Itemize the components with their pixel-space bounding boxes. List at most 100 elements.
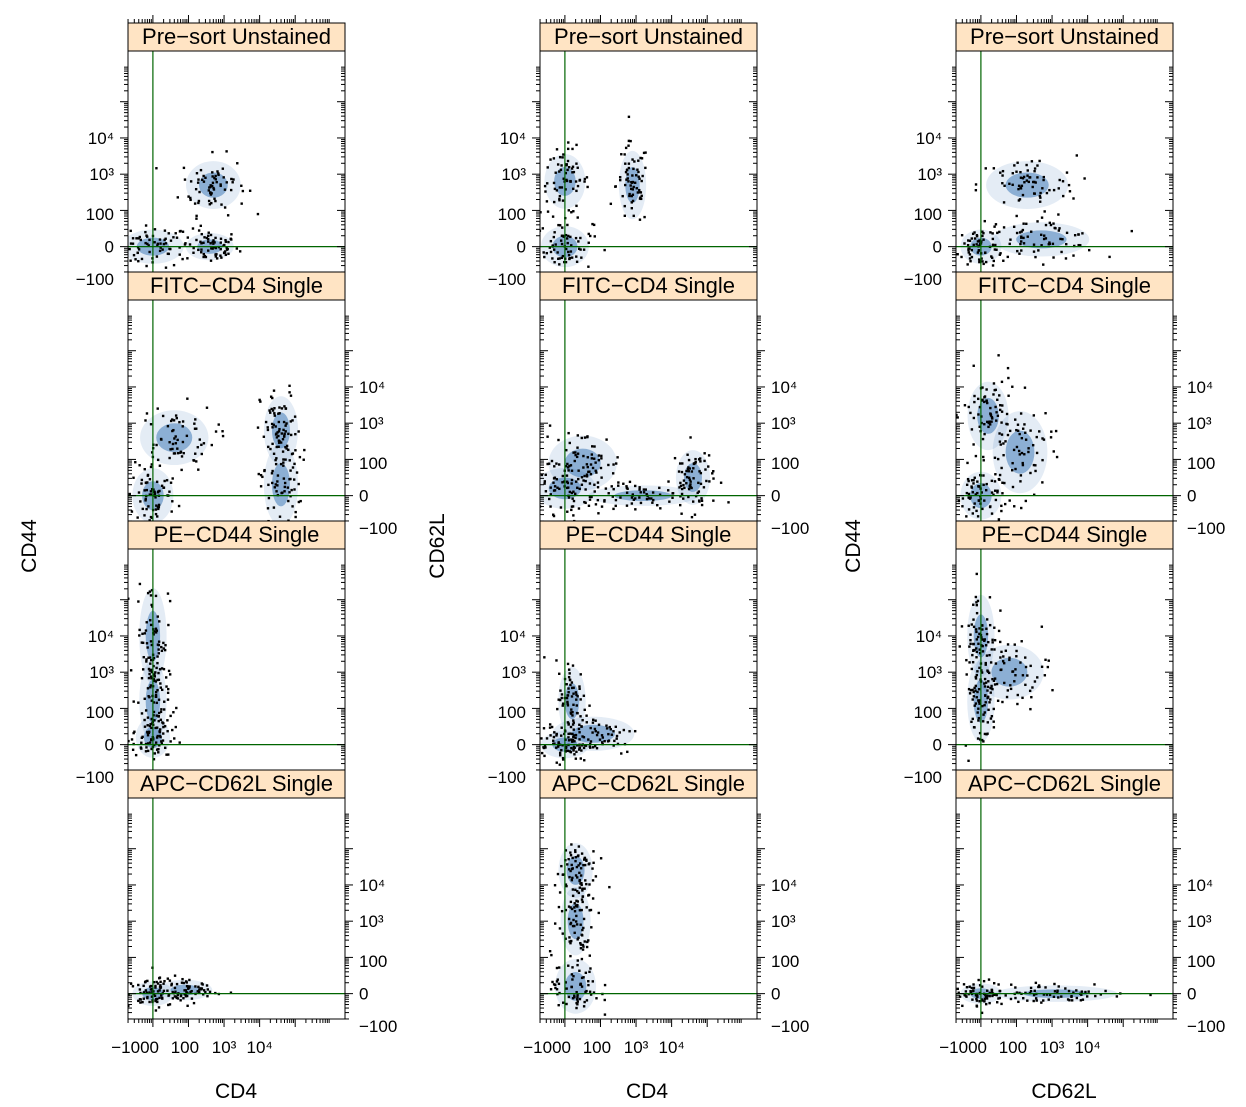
event-point xyxy=(555,746,558,749)
event-point xyxy=(992,382,996,385)
event-point xyxy=(1036,164,1039,167)
event-point xyxy=(172,236,175,239)
event-point xyxy=(1009,687,1013,691)
event-point xyxy=(990,684,993,688)
event-point xyxy=(976,635,980,639)
event-point xyxy=(188,243,192,246)
event-point xyxy=(1024,499,1028,503)
event-point xyxy=(688,478,692,481)
event-point xyxy=(977,700,981,704)
event-point xyxy=(555,148,559,151)
event-point xyxy=(576,166,579,169)
event-point xyxy=(972,649,975,653)
event-point xyxy=(996,414,1000,417)
event-point xyxy=(154,984,157,988)
event-point xyxy=(574,691,578,694)
event-point xyxy=(623,214,627,218)
event-point xyxy=(282,458,285,461)
event-point xyxy=(164,242,168,245)
event-point xyxy=(991,264,995,267)
event-point xyxy=(642,151,646,155)
event-point xyxy=(991,641,994,644)
event-point xyxy=(227,252,230,255)
event-point xyxy=(966,461,969,465)
event-point xyxy=(156,490,160,493)
event-point xyxy=(698,457,702,460)
event-point xyxy=(1042,178,1045,182)
event-point xyxy=(993,677,997,680)
event-point xyxy=(605,724,608,727)
event-point xyxy=(185,434,189,438)
event-point xyxy=(194,452,197,455)
event-point xyxy=(974,595,978,599)
event-point xyxy=(223,206,227,209)
event-point xyxy=(611,472,615,475)
event-point xyxy=(600,505,604,508)
event-point xyxy=(1008,656,1011,659)
event-point xyxy=(146,474,150,477)
event-point xyxy=(271,396,274,400)
event-point xyxy=(996,489,999,492)
event-point xyxy=(163,229,167,232)
event-point xyxy=(558,487,561,491)
event-point xyxy=(594,469,597,472)
event-point xyxy=(139,1001,142,1004)
event-point xyxy=(298,455,302,459)
event-point xyxy=(1087,990,1090,993)
event-point xyxy=(195,217,198,220)
event-point xyxy=(1033,192,1036,195)
event-point xyxy=(149,668,153,672)
event-point xyxy=(558,194,562,198)
event-point xyxy=(202,174,205,178)
event-point xyxy=(1060,250,1063,254)
event-point xyxy=(1042,263,1045,266)
event-point xyxy=(580,725,583,728)
event-point xyxy=(1018,432,1021,436)
event-point xyxy=(969,689,973,692)
event-point xyxy=(1029,986,1033,990)
event-point xyxy=(966,477,970,481)
y-tick-label: 0 xyxy=(359,487,368,506)
panel-grid: Pre−sort Unstained−100010010³10⁴Pre−sort… xyxy=(76,15,1225,1057)
event-point xyxy=(956,253,959,256)
event-point xyxy=(976,515,980,518)
event-point xyxy=(160,649,164,653)
event-point xyxy=(989,717,993,720)
event-point xyxy=(583,500,586,504)
event-point xyxy=(631,199,635,203)
event-point xyxy=(1000,504,1003,508)
event-point xyxy=(671,492,675,495)
event-point xyxy=(989,231,992,234)
event-point xyxy=(587,232,590,236)
event-point xyxy=(1000,380,1004,384)
event-point xyxy=(637,159,640,162)
event-point xyxy=(184,993,187,996)
event-point xyxy=(983,997,986,1001)
event-point xyxy=(573,910,577,913)
event-point xyxy=(988,420,991,423)
event-point xyxy=(277,420,281,424)
event-point xyxy=(549,505,552,508)
event-point xyxy=(1034,981,1038,985)
event-point xyxy=(561,156,564,159)
event-point xyxy=(256,426,260,429)
event-point xyxy=(610,485,613,488)
event-point xyxy=(266,426,269,429)
event-point xyxy=(564,937,567,940)
event-point xyxy=(168,490,171,493)
strip-label: FITC−CD4 Single xyxy=(150,273,323,298)
event-point xyxy=(626,750,629,754)
event-point xyxy=(972,690,975,694)
event-point xyxy=(1023,181,1026,184)
event-point xyxy=(1060,995,1063,998)
event-point xyxy=(556,251,559,254)
event-point xyxy=(1040,233,1043,237)
event-point xyxy=(114,251,116,253)
strip-background xyxy=(955,22,1174,52)
event-point xyxy=(1024,431,1027,434)
event-point xyxy=(217,172,220,175)
event-point xyxy=(1054,429,1058,433)
event-point xyxy=(149,465,153,469)
event-point xyxy=(557,982,561,986)
event-point xyxy=(528,482,530,484)
